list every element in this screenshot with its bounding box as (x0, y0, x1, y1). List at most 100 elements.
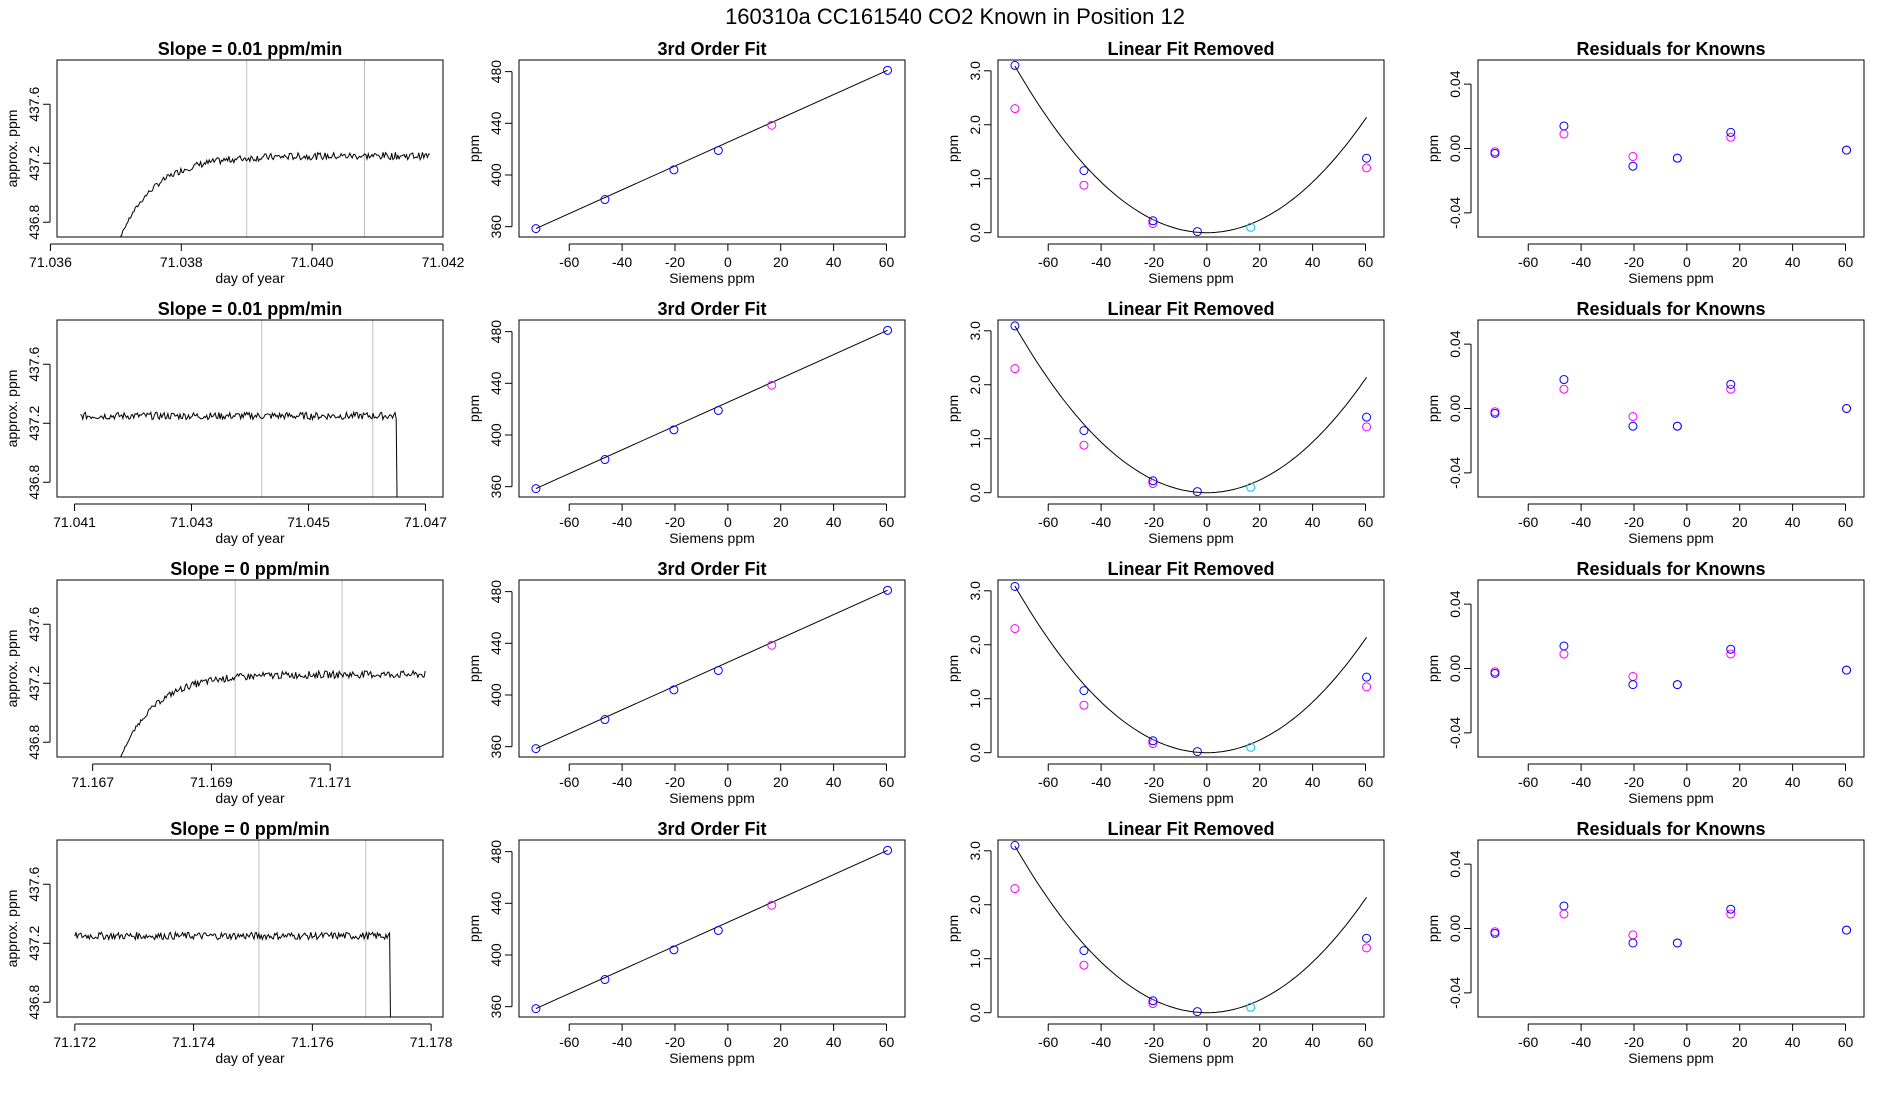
panel-title: Linear Fit Removed (1107, 299, 1274, 319)
data-point-blue (1726, 379, 1736, 389)
data-point-blue (1559, 121, 1569, 131)
plot-frame (56, 839, 444, 1018)
plot-area (531, 325, 893, 494)
x-tick-label: 60 (1358, 1034, 1374, 1050)
y-tick-label: 3.0 (967, 61, 983, 81)
x-tick-label: 71.176 (291, 1034, 334, 1050)
x-tick-label: 40 (826, 1034, 842, 1050)
data-point-blue (1842, 925, 1852, 935)
y-tick-label: 437.2 (26, 406, 42, 441)
x-tick-label: -40 (612, 254, 632, 270)
panel-time-trace-row2: Slope = 0.01 ppm/min 71.041 71.043 71.045 71… (4, 299, 447, 546)
data-point-magenta (1628, 152, 1638, 162)
data-point-blue (531, 224, 541, 234)
x-tick-label: 60 (1838, 1034, 1854, 1050)
data-point-blue (1842, 404, 1852, 413)
data-point-blue (1672, 153, 1682, 163)
data-point-blue (1148, 736, 1158, 746)
y-axis-label: ppm (1425, 655, 1441, 682)
panel-title: 3rd Order Fit (657, 299, 766, 319)
panel-time-trace-row1: Slope = 0.01 ppm/min 71.036 71.038 71.040 71… (4, 39, 465, 286)
y-tick-label: 436.8 (26, 465, 42, 500)
data-point-blue (1010, 321, 1020, 331)
plot-area (1490, 901, 1852, 948)
x-tick-label: 60 (1358, 774, 1374, 790)
y-tick-label: 0.00 (1447, 395, 1463, 422)
x-tick-label: 71.042 (422, 254, 465, 270)
plot-frame (518, 839, 906, 1018)
fit-line (535, 589, 888, 750)
y-tick-label: 360 (488, 475, 504, 499)
data-point-magenta (1079, 180, 1089, 190)
y-tick-label: 437.2 (26, 926, 42, 961)
x-tick-label: -40 (1571, 254, 1591, 270)
x-tick-label: 20 (1732, 774, 1748, 790)
y-tick-label: 3.0 (967, 321, 983, 341)
x-tick-label: -60 (1518, 254, 1538, 270)
data-point-blue (1079, 946, 1089, 956)
data-point-magenta (1148, 479, 1158, 489)
data-point-magenta (1628, 672, 1638, 682)
x-tick-label: 0 (724, 1034, 732, 1050)
data-point-blue (531, 744, 541, 754)
y-axis-label: ppm (466, 395, 482, 422)
data-point-blue (1079, 426, 1089, 436)
fit-curve (1014, 65, 1368, 234)
panel-3rd-order-fit-row2: 3rd Order Fit -60 -40 -20 0 20 40 60 Siemens ppm… (466, 299, 906, 546)
y-axis-label: approx. ppm (4, 890, 20, 968)
panel-linear-fit-removed-row3: Linear Fit Removed -60 -40 -20 0 20 40 60 Siemen… (945, 559, 1385, 806)
data-point-blue (1490, 928, 1500, 938)
data-point-blue (1362, 412, 1372, 422)
x-tick-label: -60 (1038, 1034, 1058, 1050)
data-point-magenta (1559, 384, 1569, 394)
y-tick-label: 2.0 (967, 895, 983, 915)
y-tick-label: 0.00 (1447, 915, 1463, 942)
panel-3rd-order-fit-row4: 3rd Order Fit -60 -40 -20 0 20 40 60 Siemens ppm… (466, 819, 906, 1066)
panel-residuals-row3: Residuals for Knowns -60 -40 -20 0 20 40 60 Siem… (1425, 559, 1865, 806)
x-tick-label: 71.172 (53, 1034, 96, 1050)
x-tick-label: 71.169 (190, 774, 233, 790)
data-point-blue (1490, 668, 1500, 678)
fit-curve (1014, 585, 1368, 754)
y-tick-label: 400 (488, 683, 504, 707)
data-point-blue (1726, 904, 1736, 914)
plot-frame (1477, 59, 1865, 238)
panel-title: Residuals for Knowns (1576, 559, 1765, 579)
x-axis-label: Siemens ppm (1148, 270, 1234, 286)
plot-area (531, 65, 893, 234)
y-tick-label: 437.6 (26, 87, 42, 122)
data-point-blue (1628, 161, 1638, 171)
plot-area (119, 669, 426, 757)
data-point-magenta (1010, 104, 1020, 114)
x-tick-label: 60 (879, 774, 895, 790)
x-tick-label: 40 (1785, 254, 1801, 270)
y-axis-label: ppm (1425, 135, 1441, 162)
time-series-line (80, 410, 398, 497)
fit-curve (1014, 845, 1368, 1014)
x-tick-label: 0 (724, 514, 732, 530)
data-point-blue (1628, 421, 1638, 431)
x-axis-label: Siemens ppm (1148, 790, 1234, 806)
y-tick-label: 440 (488, 891, 504, 915)
y-tick-label: 1.0 (967, 429, 983, 449)
data-point-magenta (1628, 412, 1638, 422)
data-point-blue (713, 925, 723, 935)
y-tick-label: -0.04 (1447, 197, 1463, 229)
x-tick-label: -20 (665, 254, 685, 270)
plot-area (531, 845, 893, 1014)
data-point-magenta (1726, 909, 1736, 919)
data-point-cyan (1246, 482, 1256, 492)
y-tick-label: 436.8 (26, 725, 42, 760)
x-tick-label: -40 (1091, 254, 1111, 270)
plot-area (1010, 60, 1372, 237)
plot-area (1490, 641, 1852, 690)
data-point-blue (1079, 686, 1089, 696)
data-point-blue (669, 425, 679, 435)
y-tick-label: 0.0 (967, 483, 983, 503)
fit-line (535, 69, 888, 230)
x-tick-label: 71.041 (53, 514, 96, 530)
y-tick-label: 0.04 (1447, 590, 1463, 617)
x-tick-label: 60 (879, 1034, 895, 1050)
x-tick-label: -20 (1624, 254, 1644, 270)
